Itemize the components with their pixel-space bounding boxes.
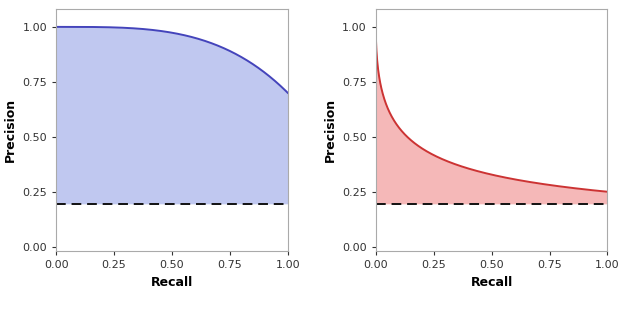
- Y-axis label: Precision: Precision: [4, 98, 17, 162]
- X-axis label: Recall: Recall: [470, 276, 513, 289]
- X-axis label: Recall: Recall: [151, 276, 193, 289]
- Y-axis label: Precision: Precision: [323, 98, 336, 162]
